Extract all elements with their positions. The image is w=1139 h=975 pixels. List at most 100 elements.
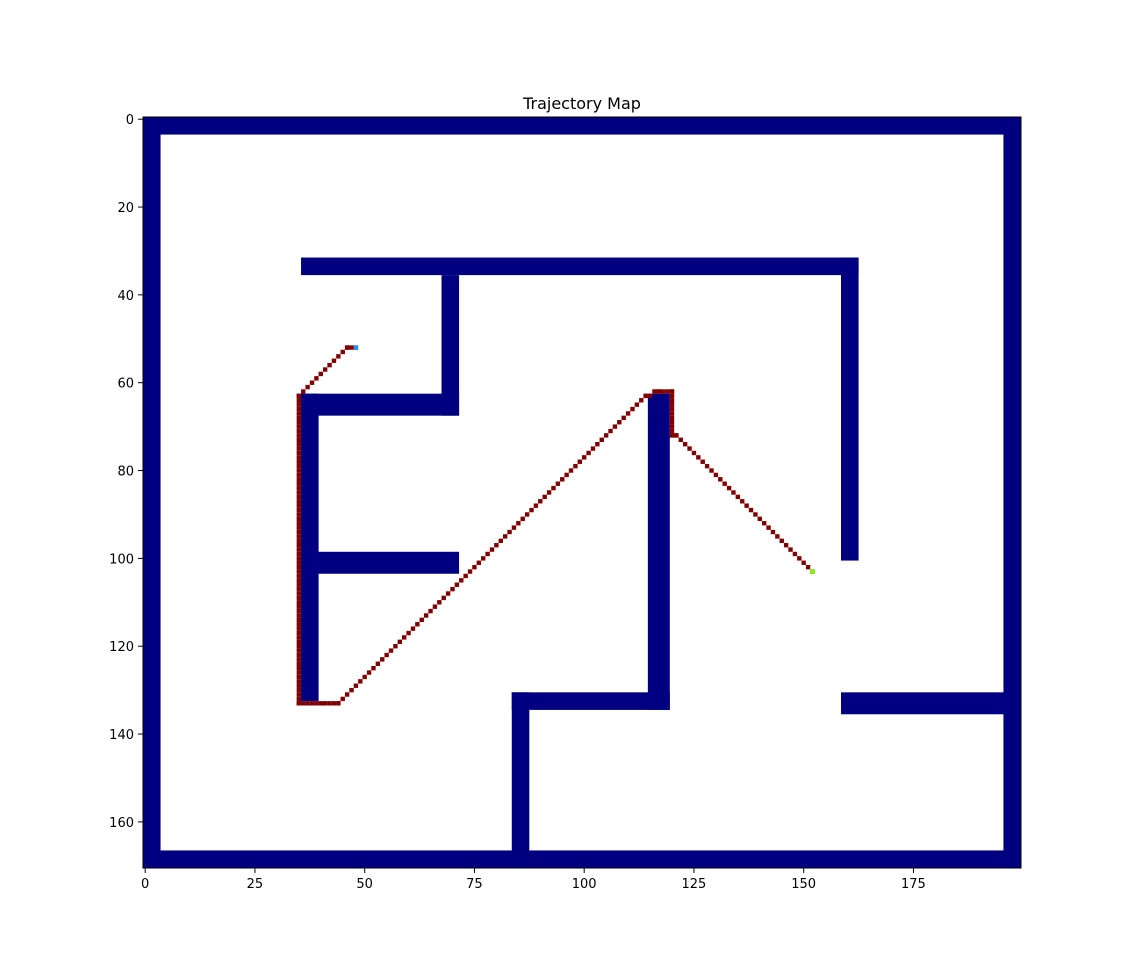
trajectory-cell (529, 507, 534, 513)
trajectory-cell (415, 622, 420, 627)
trajectory-cell (296, 617, 302, 623)
trajectory-cell (296, 420, 302, 425)
trajectory-cell (296, 411, 302, 416)
trajectory-cell (296, 485, 302, 491)
trajectory-cell (757, 516, 762, 522)
trajectory-cell (296, 450, 302, 456)
trajectory-cell (296, 428, 302, 434)
wall-segment (143, 850, 1021, 868)
trajectory-cell (485, 551, 490, 557)
trajectory-cell (388, 648, 394, 653)
trajectory-cell (546, 490, 552, 495)
trajectory-cell (770, 529, 776, 535)
wall-segment (647, 393, 670, 710)
trajectory-cell (788, 547, 793, 552)
trajectory-cell (459, 578, 464, 583)
trajectory-cell (472, 564, 477, 570)
trajectory-cell (366, 670, 372, 675)
trajectory-cell (296, 644, 302, 649)
trajectory-cell (301, 389, 306, 394)
trajectory-cell (305, 701, 310, 706)
trajectory-cell (428, 608, 433, 614)
trajectory-cell (393, 644, 398, 649)
trajectory-cell (445, 591, 451, 596)
chart-title: Trajectory Map (522, 94, 641, 113)
trajectory-cell (362, 674, 367, 680)
trajectory-cell (682, 441, 688, 447)
trajectory-cell (476, 560, 482, 565)
trajectory-cell (511, 525, 517, 530)
trajectory-cell (296, 472, 302, 478)
trajectory-cell (669, 420, 675, 425)
trajectory-cell (621, 415, 626, 421)
trajectory-cell (296, 547, 302, 552)
y-tick-label: 160 (109, 816, 134, 831)
wall-segment (301, 551, 460, 574)
trajectory-cell (718, 477, 723, 482)
trajectory-cell (805, 564, 811, 570)
trajectory-cell (410, 626, 416, 631)
trajectory-cell (296, 608, 302, 614)
wall-segment (841, 692, 1021, 715)
y-tick-label: 120 (109, 640, 134, 655)
trajectory-cell (296, 564, 302, 570)
x-tick-label: 50 (356, 877, 373, 892)
trajectory-cell (704, 463, 710, 469)
trajectory-cell (801, 560, 806, 565)
trajectory-cell (524, 512, 530, 517)
trajectory-cell (296, 665, 302, 671)
trajectory-cell (349, 687, 354, 693)
trajectory-cell (595, 441, 600, 447)
trajectory-cell (740, 499, 745, 504)
trajectory-cell (551, 485, 556, 491)
wall-segment (301, 257, 859, 276)
x-tick-label: 100 (572, 877, 597, 892)
y-tick-label: 60 (117, 377, 134, 392)
trajectory-cell (586, 450, 591, 456)
trajectory-cell (630, 406, 635, 412)
trajectory-cell (441, 595, 446, 601)
trajectory-cell (296, 406, 302, 412)
trajectory-cell (296, 600, 302, 605)
trajectory-cell (669, 406, 675, 412)
trajectory-cell (296, 639, 302, 645)
y-tick-label: 20 (117, 201, 134, 216)
trajectory-cell (397, 639, 403, 645)
trajectory-cell (674, 433, 679, 438)
trajectory-cell (353, 683, 359, 688)
goal-marker (810, 569, 815, 574)
trajectory-cell (617, 420, 622, 425)
trajectory-cell (296, 543, 302, 548)
wall-segment (143, 117, 1021, 135)
y-tick-label: 80 (117, 465, 134, 480)
trajectory-cell (296, 692, 302, 697)
trajectory-cell (669, 415, 675, 421)
trajectory-cell (296, 499, 302, 504)
trajectory-cell (652, 389, 657, 394)
wall-segment (511, 692, 530, 868)
trajectory-cell (309, 701, 315, 706)
trajectory-cell (296, 534, 302, 539)
wall-segment (301, 393, 319, 702)
trajectory-cell (296, 481, 302, 486)
trajectory-cell (318, 371, 323, 377)
trajectory-cell (331, 701, 337, 706)
y-tick-label: 140 (109, 728, 134, 743)
trajectory-cell (296, 635, 302, 640)
trajectory-cell (296, 626, 302, 631)
trajectory-cell (296, 652, 302, 658)
wall-segment (143, 117, 161, 868)
trajectory-cell (533, 503, 539, 508)
trajectory-cell (309, 380, 315, 385)
trajectory-cell (296, 613, 302, 618)
trajectory-cell (564, 472, 569, 478)
trajectory-cell (296, 573, 302, 579)
trajectory-cell (507, 529, 512, 535)
trajectory-cell (669, 389, 675, 394)
trajectory-cell (296, 441, 302, 447)
y-tick-label: 0 (126, 113, 134, 128)
trajectory-cell (327, 362, 332, 368)
trajectory-cell (603, 433, 609, 438)
trajectory-cell (331, 358, 337, 363)
trajectory-cell (296, 398, 302, 403)
